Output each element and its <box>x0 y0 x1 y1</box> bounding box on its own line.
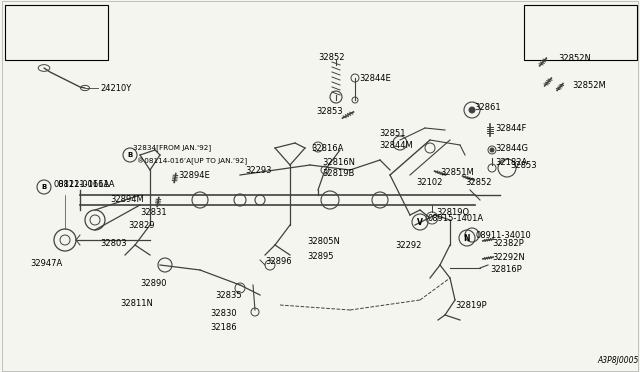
Text: 32816A: 32816A <box>311 144 344 153</box>
Text: 32811N: 32811N <box>120 298 153 308</box>
Text: 08121-0161A: 08121-0161A <box>53 180 109 189</box>
Text: B: B <box>42 184 47 190</box>
Text: N: N <box>464 234 470 243</box>
Text: 32844E: 32844E <box>359 74 391 83</box>
Text: 32890: 32890 <box>140 279 166 288</box>
Text: ®08114-016’A[UP TO JAN.’92]: ®08114-016’A[UP TO JAN.’92] <box>137 157 247 165</box>
Text: 32292: 32292 <box>395 241 421 250</box>
Text: 32853: 32853 <box>316 108 342 116</box>
Text: 32293: 32293 <box>245 166 271 174</box>
Text: 32819B: 32819B <box>322 169 355 177</box>
Text: 24210Y: 24210Y <box>100 83 131 93</box>
Text: 32819P: 32819P <box>455 301 486 310</box>
Text: 32186: 32186 <box>210 323 237 331</box>
Text: A3P8J0005: A3P8J0005 <box>597 356 639 365</box>
Text: 32830: 32830 <box>210 308 237 317</box>
Text: 32803: 32803 <box>100 238 127 247</box>
Text: 32102: 32102 <box>416 177 442 186</box>
Text: 32853: 32853 <box>510 160 536 170</box>
Text: 32382P: 32382P <box>492 238 524 247</box>
Text: 32835: 32835 <box>215 291 242 299</box>
Bar <box>5 5 108 60</box>
Text: 32816P: 32816P <box>490 266 522 275</box>
Text: 32844F: 32844F <box>495 124 526 132</box>
Text: 32852: 32852 <box>465 177 492 186</box>
Text: 32829: 32829 <box>128 221 154 230</box>
Ellipse shape <box>490 148 494 152</box>
Text: 08911-34010: 08911-34010 <box>475 231 531 240</box>
Text: 32894E: 32894E <box>178 170 210 180</box>
Text: B: B <box>127 152 132 158</box>
Text: 32947A: 32947A <box>30 259 62 267</box>
Text: 32896: 32896 <box>265 257 292 266</box>
Text: 08121-0161A: 08121-0161A <box>53 180 115 189</box>
Text: 32851: 32851 <box>379 128 406 138</box>
Text: 32805N: 32805N <box>307 237 340 247</box>
Text: 32834[FROM JAN.'92]: 32834[FROM JAN.'92] <box>133 145 211 151</box>
Ellipse shape <box>469 107 475 113</box>
Text: 32895: 32895 <box>307 251 333 260</box>
Text: 32844M: 32844M <box>379 141 413 150</box>
Text: 32851M: 32851M <box>440 167 474 176</box>
Text: 32861: 32861 <box>474 103 500 112</box>
Text: V: V <box>417 218 423 227</box>
Text: 32816N: 32816N <box>322 157 355 167</box>
Bar <box>524 5 637 60</box>
Text: 32852N: 32852N <box>558 54 591 62</box>
Text: 32894M: 32894M <box>110 196 144 205</box>
Text: 32182A: 32182A <box>495 157 527 167</box>
Text: 32292N: 32292N <box>492 253 525 262</box>
Text: 32844G: 32844G <box>495 144 528 153</box>
Text: 08915-1401A: 08915-1401A <box>428 214 484 222</box>
Text: 32852M: 32852M <box>572 80 605 90</box>
Text: 32819Q: 32819Q <box>436 208 469 217</box>
Text: 32831: 32831 <box>140 208 166 217</box>
Text: 32852: 32852 <box>318 52 344 61</box>
